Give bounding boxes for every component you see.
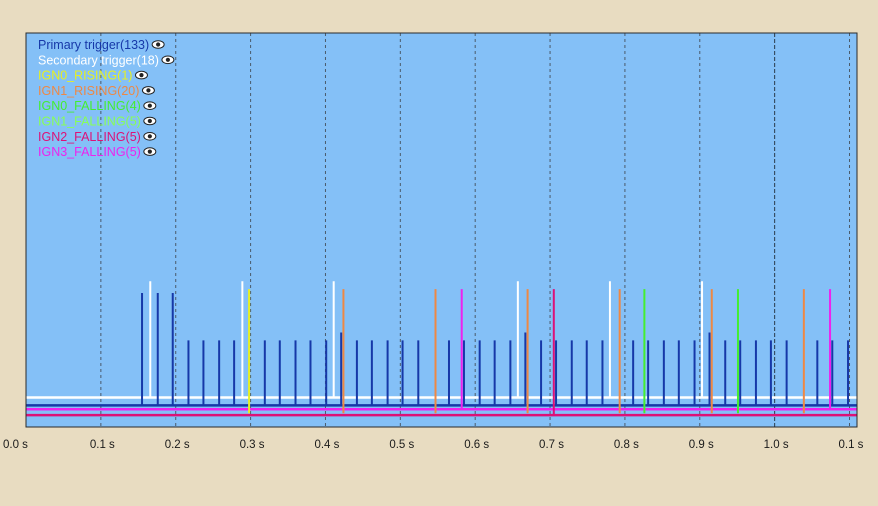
x-tick-label: 0.0 s	[3, 439, 28, 451]
event-lines	[141, 281, 850, 416]
legend-item-label[interactable]: IGN2_FALLING(5)	[38, 130, 141, 144]
eye-icon[interactable]	[143, 147, 157, 156]
eye-icon[interactable]	[143, 116, 157, 126]
x-tick-label: 0.4 s	[314, 439, 339, 451]
x-tick-label: 1.0 s	[764, 439, 789, 451]
x-tick-label: 0.8 s	[614, 439, 639, 451]
eye-icon[interactable]	[134, 70, 148, 80]
legend: Primary trigger(133)Secondary trigger(18…	[38, 38, 175, 159]
plot-area	[26, 33, 857, 427]
baselines	[26, 396, 857, 417]
legend-item-label[interactable]: Primary trigger(133)	[38, 38, 149, 52]
eye-icon[interactable]	[141, 86, 155, 95]
legend-item-label[interactable]: Secondary trigger(18)	[38, 53, 159, 67]
x-tick-label: 0.2 s	[165, 439, 190, 451]
x-axis-ticks: 0.0 s 0.1 s 0.2 s 0.3 s 0.4 s 0.5 s 0.6 s 0.7 s…	[3, 439, 864, 451]
x-tick-label: 0.3 s	[240, 439, 265, 451]
legend-item-label[interactable]: IGN0_FALLING(4)	[38, 99, 141, 113]
x-tick-label: 0.5 s	[389, 439, 414, 451]
x-tick-label: 0.6 s	[464, 439, 489, 451]
x-tick-label: 0.9 s	[689, 439, 714, 451]
eye-icon[interactable]	[151, 40, 165, 49]
eye-icon[interactable]	[143, 101, 157, 110]
legend-item-label[interactable]: IGN1_FALLING(5)	[38, 115, 141, 129]
x-tick-label: 0.7 s	[539, 439, 564, 451]
plot-border	[25, 32, 858, 428]
legend-item-label[interactable]: IGN0_RISING(1)	[38, 69, 132, 83]
eye-icon[interactable]	[161, 55, 175, 65]
x-tick-label: 0.1 s	[90, 439, 115, 451]
eye-icon[interactable]	[143, 132, 157, 141]
x-tick-label: 0.1 s	[839, 439, 864, 451]
legend-item-label[interactable]: IGN1_RISING(20)	[38, 84, 139, 98]
legend-item-label[interactable]: IGN3_FALLING(5)	[38, 145, 141, 159]
